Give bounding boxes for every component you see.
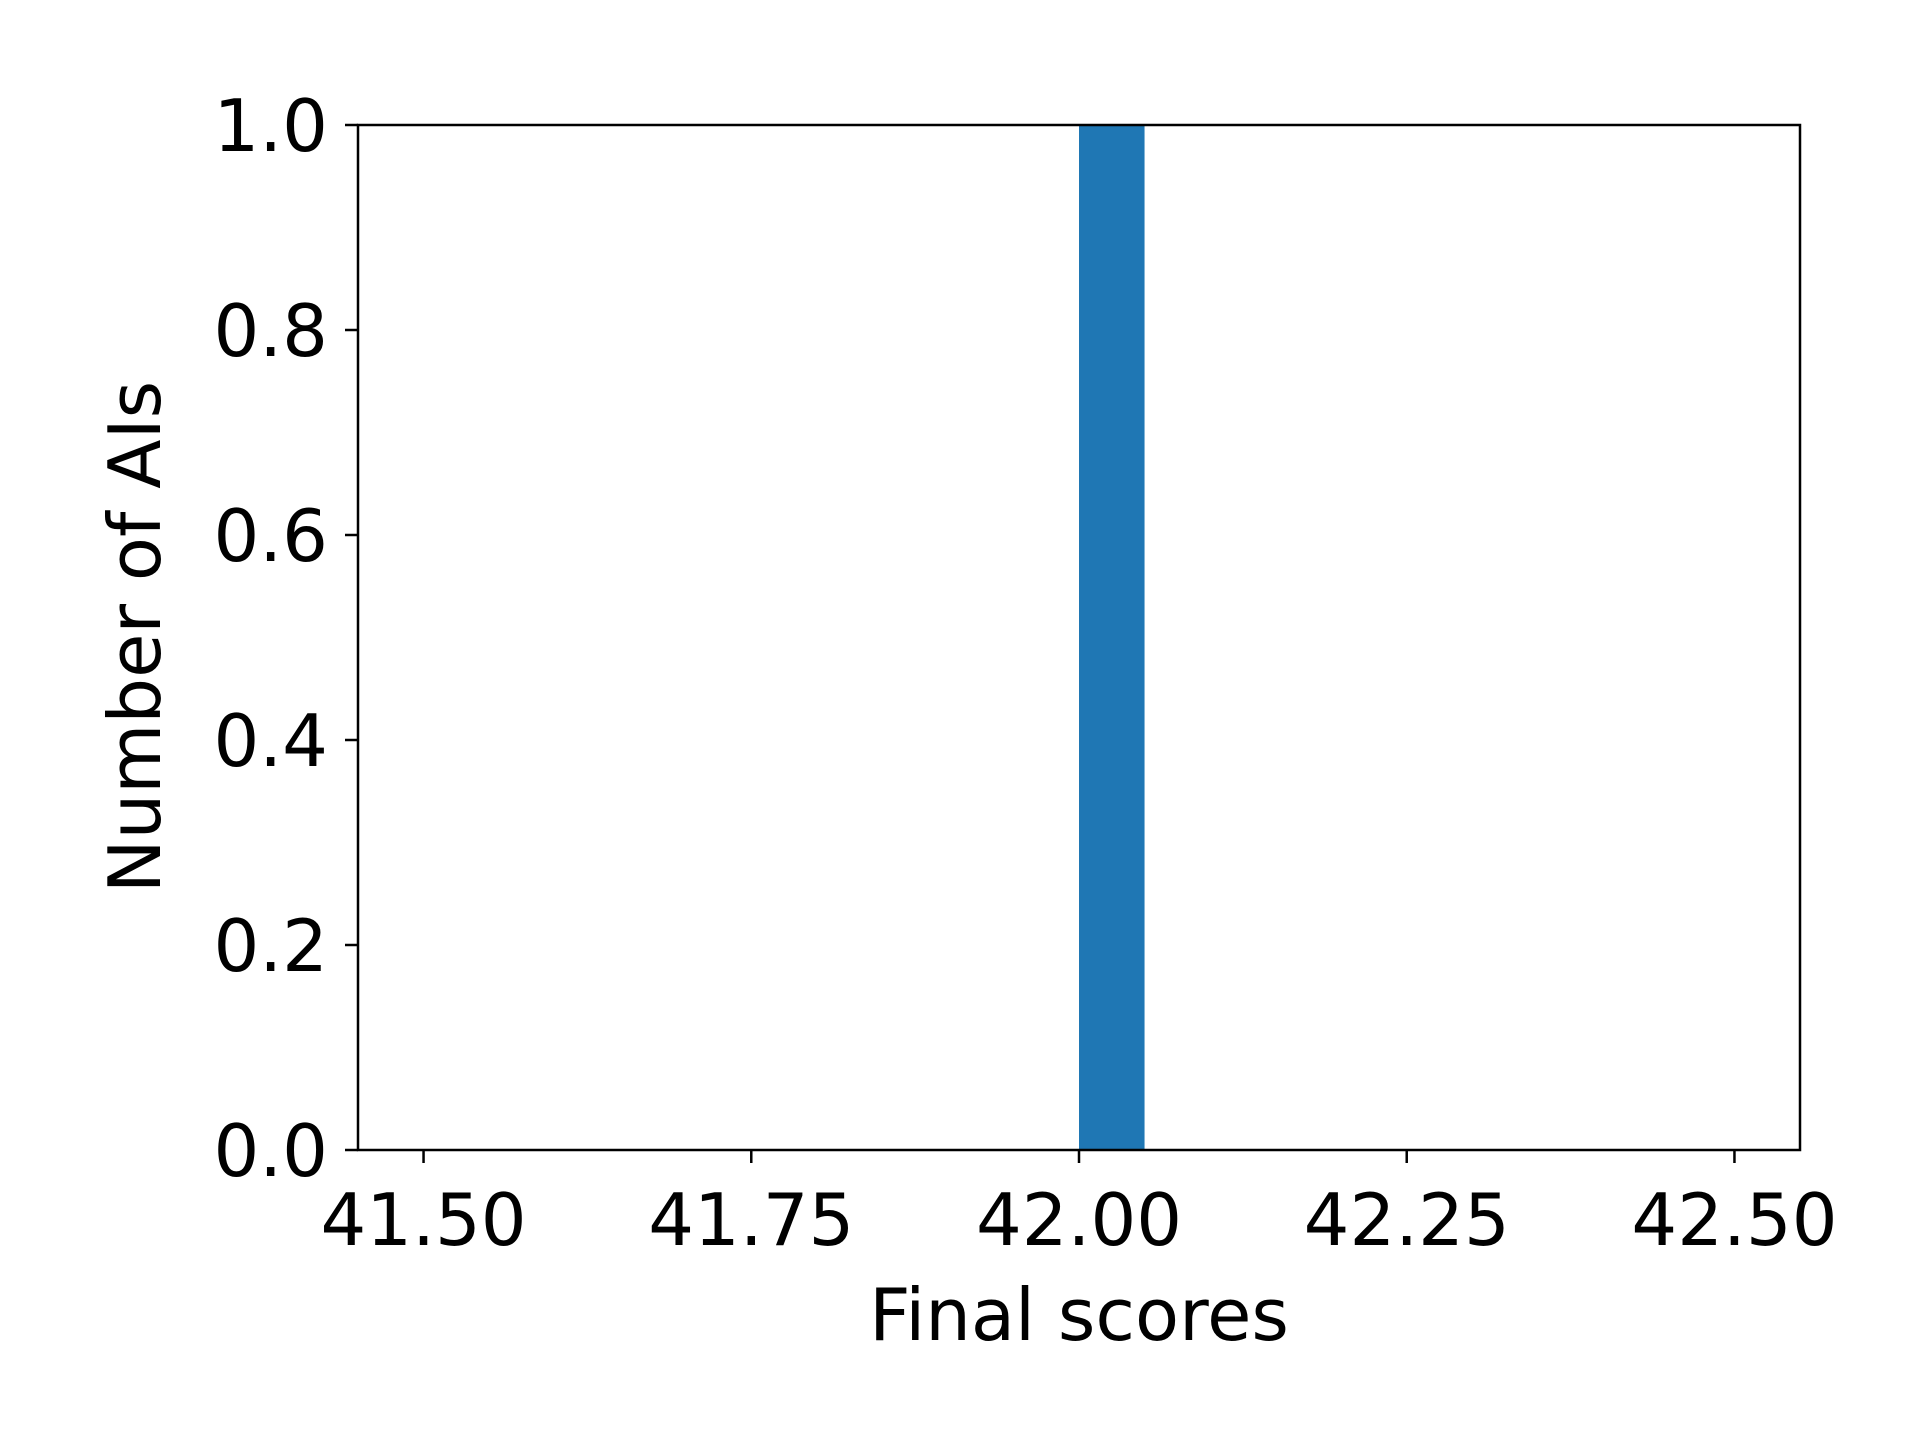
y-axis: 0.0 0.2 0.4 0.6 0.8 1.0 bbox=[213, 84, 358, 1193]
x-axis: 41.50 41.75 42.00 42.25 42.50 bbox=[320, 1150, 1838, 1262]
y-tick-label: 0.0 bbox=[213, 1109, 328, 1193]
y-tick-label: 0.4 bbox=[213, 699, 328, 783]
y-tick-label: 0.2 bbox=[213, 904, 328, 988]
bars-layer bbox=[1079, 125, 1145, 1150]
x-tick-label: 42.50 bbox=[1631, 1178, 1837, 1262]
y-tick-label: 0.6 bbox=[213, 494, 328, 578]
x-axis-label: Final scores bbox=[869, 1273, 1289, 1357]
x-tick-label: 41.50 bbox=[320, 1178, 526, 1262]
x-tick-label: 42.25 bbox=[1304, 1178, 1510, 1262]
y-tick-label: 0.8 bbox=[213, 289, 328, 373]
histogram-bar-0 bbox=[1079, 125, 1145, 1150]
x-tick-label: 41.75 bbox=[648, 1178, 854, 1262]
y-axis-label: Number of AIs bbox=[93, 381, 177, 893]
x-tick-label: 42.00 bbox=[976, 1178, 1182, 1262]
y-tick-label: 1.0 bbox=[213, 84, 328, 168]
